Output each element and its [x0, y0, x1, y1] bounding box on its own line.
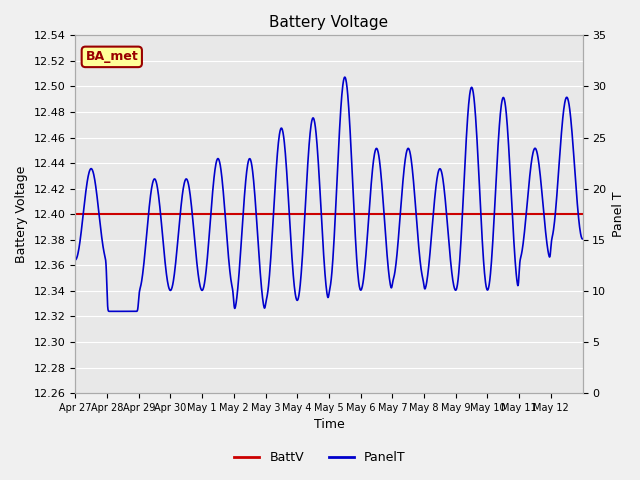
Y-axis label: Battery Voltage: Battery Voltage: [15, 166, 28, 263]
Y-axis label: Panel T: Panel T: [612, 192, 625, 237]
Title: Battery Voltage: Battery Voltage: [269, 15, 388, 30]
Text: BA_met: BA_met: [85, 50, 138, 63]
Legend: BattV, PanelT: BattV, PanelT: [229, 446, 411, 469]
X-axis label: Time: Time: [314, 419, 344, 432]
